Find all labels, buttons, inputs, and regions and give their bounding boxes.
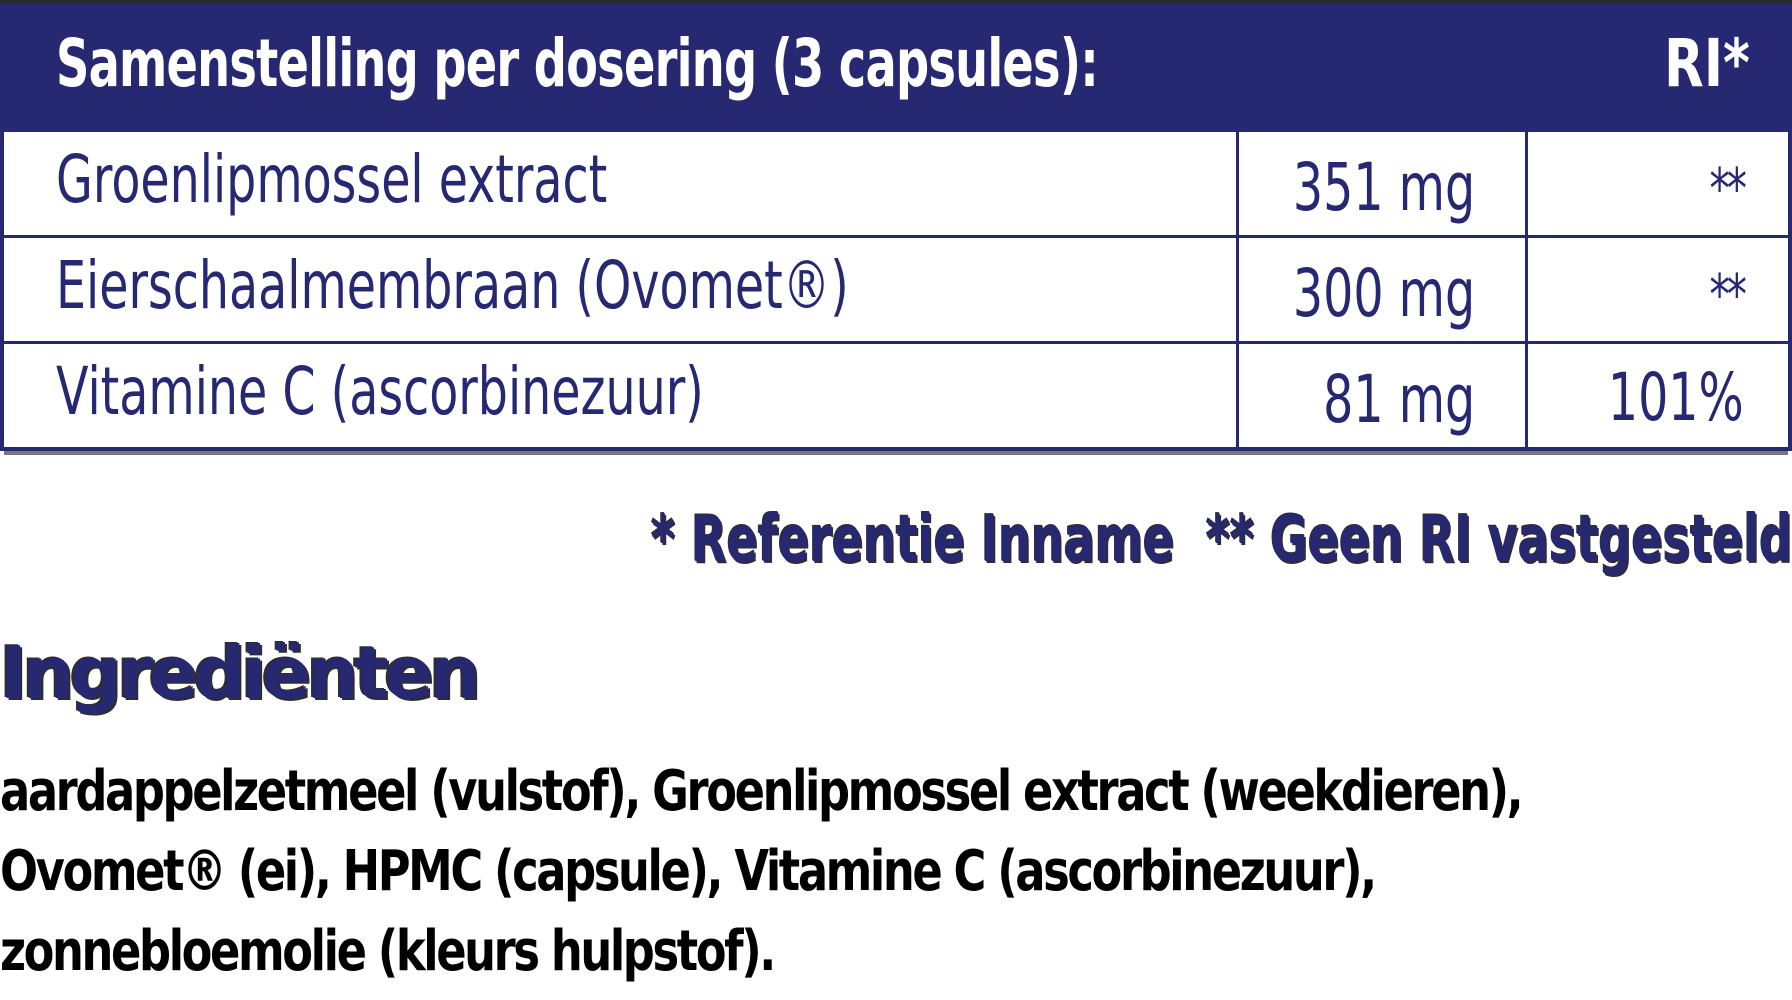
- ingredients-list: aardappelzetmeel (vulstof), Groenlipmoss…: [0, 752, 1700, 992]
- table-row: Vitamine C (ascorbinezuur) 81 mg 101%: [4, 344, 1788, 451]
- amount-value: 81 mg: [1322, 361, 1475, 438]
- nutrition-table: Samenstelling per dosering (3 capsules):…: [0, 4, 1792, 451]
- ingredient-name-cell: Eierschaalmembraan (Ovomet®): [4, 238, 1239, 341]
- ingredient-name: Eierschaalmembraan (Ovomet®): [56, 247, 849, 324]
- ingredient-name: Groenlipmossel extract: [56, 141, 608, 218]
- ri-value: 101%: [1608, 359, 1744, 436]
- amount-value: 300 mg: [1292, 255, 1475, 332]
- top-strip: [0, 0, 1792, 4]
- amount-value: 351 mg: [1292, 149, 1475, 226]
- ingredient-name-cell: Groenlipmossel extract: [4, 132, 1239, 235]
- ri-value: **: [1709, 157, 1746, 222]
- ingredient-name-cell: Vitamine C (ascorbinezuur): [4, 344, 1239, 447]
- ingredient-name: Vitamine C (ascorbinezuur): [56, 353, 704, 430]
- ingredients-line: aardappelzetmeel (vulstof), Groenlipmoss…: [0, 759, 1524, 824]
- ri-cell: 101%: [1528, 344, 1788, 447]
- table-row: Eierschaalmembraan (Ovomet®) 300 mg **: [4, 238, 1788, 344]
- footnote-ri-definition: * Referentie Inname: [650, 503, 1174, 577]
- ri-value: **: [1709, 263, 1746, 328]
- ingredients-line: Ovomet® (ei), HPMC (capsule), Vitamine C…: [0, 839, 1377, 904]
- table-row: Groenlipmossel extract 351 mg **: [4, 132, 1788, 238]
- ri-cell: **: [1528, 132, 1788, 235]
- table-body: Groenlipmossel extract 351 mg ** Eiersch…: [0, 132, 1792, 451]
- ingredients-heading: Ingrediënten: [0, 631, 481, 715]
- table-header: Samenstelling per dosering (3 capsules):…: [0, 4, 1792, 132]
- ri-cell: **: [1528, 238, 1788, 341]
- table-header-ri: RI*: [1664, 25, 1750, 102]
- amount-cell: 351 mg: [1239, 132, 1528, 235]
- amount-cell: 81 mg: [1239, 344, 1528, 447]
- table-header-title: Samenstelling per dosering (3 capsules):: [56, 25, 1099, 102]
- ingredients-line: zonnebloemolie (kleurs hulpstof).: [0, 919, 776, 984]
- ri-footnote: * Referentie Inname ** Geen RI vastgestel…: [651, 500, 1792, 580]
- amount-cell: 300 mg: [1239, 238, 1528, 341]
- footnote-no-ri: ** Geen RI vastgesteld: [1205, 503, 1792, 577]
